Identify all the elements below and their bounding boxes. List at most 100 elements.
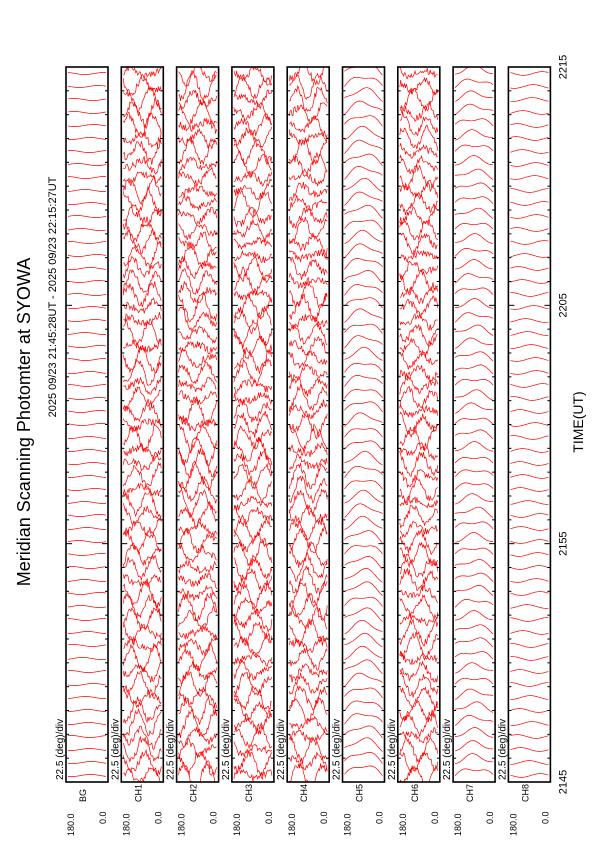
scan-line — [399, 594, 439, 620]
scan-line — [454, 506, 494, 518]
scan-line — [399, 423, 439, 451]
scan-line — [122, 418, 162, 433]
scan-line — [344, 725, 383, 739]
scan-line — [454, 429, 494, 440]
scan-line — [510, 500, 549, 505]
scan-line — [178, 737, 217, 760]
scan-line — [288, 488, 328, 517]
scan-line — [178, 396, 217, 427]
scan-line — [510, 331, 549, 336]
scan-line — [399, 404, 439, 418]
scan-line — [122, 296, 162, 314]
scan-line — [344, 659, 383, 674]
scan-line — [344, 596, 383, 607]
scan-line — [123, 766, 162, 782]
scan-line — [510, 370, 549, 375]
scan-line — [454, 118, 494, 127]
scan-line — [67, 137, 107, 140]
scan-line — [178, 117, 217, 134]
scan-line — [454, 547, 494, 555]
scan-line — [233, 379, 273, 394]
panel-y-top-label: 180.0 — [177, 813, 187, 836]
scan-line — [399, 469, 439, 489]
scan-line — [122, 661, 162, 683]
scan-line — [399, 442, 439, 461]
scan-line — [233, 618, 273, 646]
scan-line — [399, 618, 439, 647]
scan-line — [399, 660, 439, 683]
scan-line — [510, 656, 549, 661]
scan-line — [67, 371, 107, 374]
scan-line — [123, 228, 162, 255]
panel-channel-label: CH3 — [244, 784, 254, 802]
panel-y-top-label: 180.0 — [287, 813, 297, 836]
scan-line — [344, 270, 383, 284]
scan-line — [510, 162, 549, 167]
scan-line — [399, 313, 438, 332]
scan-line — [68, 501, 107, 504]
scan-line — [510, 227, 549, 232]
scan-line — [233, 659, 272, 681]
scan-line — [233, 721, 273, 750]
scan-line — [123, 139, 162, 165]
scan-line — [455, 441, 494, 452]
scan-line — [178, 268, 217, 295]
scan-line — [510, 461, 549, 466]
panel-scale-label: 22.5 (deg)/div — [442, 719, 453, 780]
scan-line — [178, 255, 217, 280]
scan-line — [344, 67, 383, 76]
scan-line — [233, 741, 273, 757]
scan-line — [510, 578, 549, 583]
scan-line — [399, 232, 438, 255]
scan-line — [344, 219, 383, 230]
scan-line — [344, 76, 383, 87]
scan-line — [344, 480, 383, 490]
scan-line — [454, 103, 494, 115]
scan-line — [510, 630, 549, 635]
scan-line — [454, 90, 494, 102]
scan-line — [510, 474, 549, 479]
scan-line — [122, 735, 162, 764]
scan-line — [233, 190, 273, 219]
scan-line — [233, 126, 273, 148]
scan-line — [454, 182, 494, 193]
panel-frame — [231, 66, 275, 783]
scan-line — [178, 231, 217, 257]
scan-line — [288, 763, 328, 782]
scan-line — [344, 465, 383, 478]
scan-line — [178, 292, 217, 323]
scan-line — [233, 425, 273, 450]
scan-line — [399, 143, 438, 159]
scan-line — [510, 357, 549, 362]
scan-line — [510, 617, 549, 622]
scan-line — [288, 383, 328, 413]
chart-title: Meridian Scanning Photomter at SYOWA — [14, 258, 34, 586]
scan-line — [178, 195, 217, 212]
scan-line — [68, 475, 107, 478]
scan-line — [399, 528, 439, 556]
scan-line — [399, 584, 439, 603]
scan-line — [178, 376, 217, 392]
scan-line — [288, 442, 328, 458]
scan-line — [510, 305, 549, 310]
scan-line — [288, 181, 328, 202]
scan-line — [344, 204, 383, 219]
scan-line — [288, 293, 328, 322]
scan-line — [178, 572, 217, 589]
scan-line — [510, 266, 549, 271]
panel-y-bottom-label: 0.0 — [264, 811, 274, 824]
panel-channel-label: CH2 — [189, 784, 199, 802]
scan-line — [455, 67, 494, 75]
scan-line — [454, 144, 494, 152]
panel-scale-label: 22.5 (deg)/div — [110, 719, 121, 780]
scan-line — [67, 540, 107, 543]
scan-line — [454, 364, 494, 375]
scan-line — [288, 475, 328, 505]
scan-line — [178, 671, 217, 697]
scan-line — [67, 319, 107, 322]
scan-line — [178, 708, 217, 739]
panel-scale-label: 22.5 (deg)/div — [221, 719, 232, 780]
scan-line — [510, 682, 549, 687]
scan-line — [233, 474, 273, 503]
scan-line — [454, 337, 494, 349]
